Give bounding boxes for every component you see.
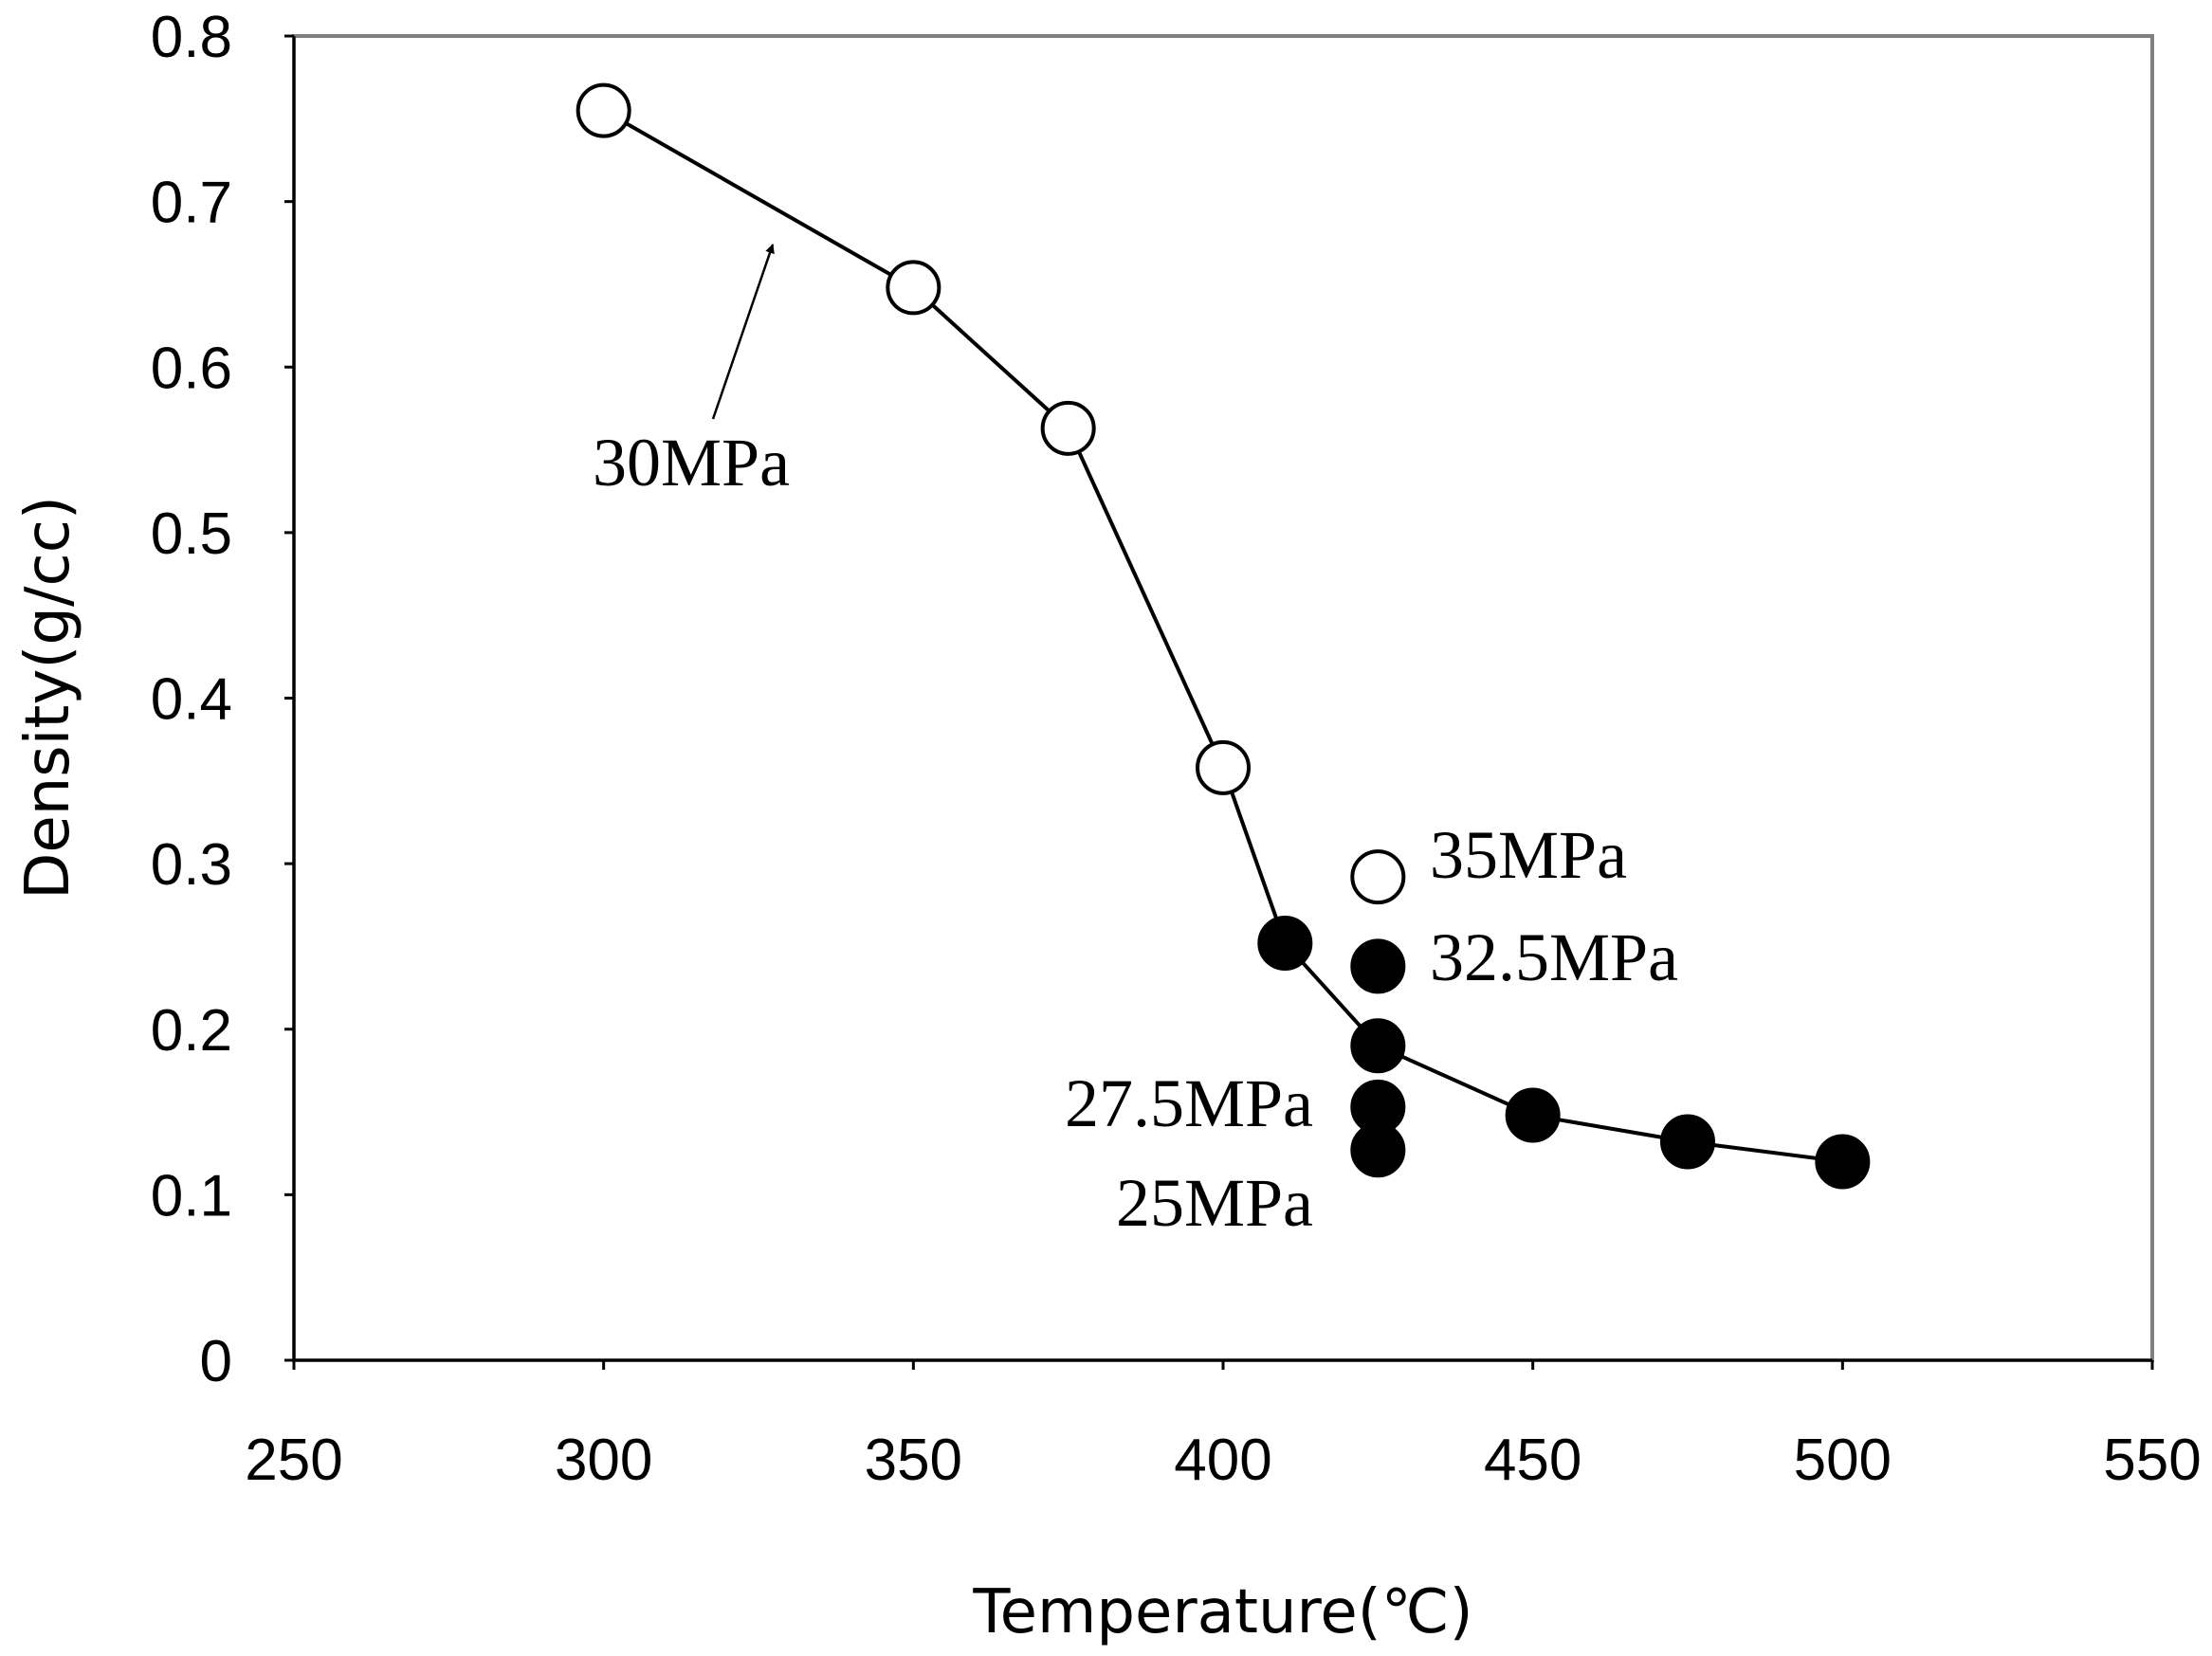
y-tick-label: 0.1 (151, 1163, 232, 1228)
open-data-point (576, 82, 631, 138)
filled-data-point (1350, 938, 1406, 994)
x-tick-label: 350 (865, 1428, 962, 1493)
filled-data-point (1660, 1114, 1715, 1170)
x-tick-label: 300 (555, 1428, 652, 1493)
open-data-point (1350, 849, 1406, 905)
y-tick-label: 0.3 (151, 832, 232, 898)
open-data-point (1040, 400, 1096, 456)
y-tick-label: 0.8 (151, 5, 232, 70)
y-tick-label: 0.5 (151, 501, 232, 567)
plot-frame (292, 34, 2154, 1362)
open-data-point (886, 260, 941, 316)
x-tick-label: 450 (1484, 1428, 1581, 1493)
annotation-arrow-30mpa (711, 244, 775, 420)
y-tick-label: 0.6 (151, 336, 232, 401)
y-tick-label: 0 (200, 1329, 232, 1394)
x-axis-title: Temperature(℃) (972, 1577, 1472, 1647)
series-points (576, 82, 1871, 1190)
y-axis-ticks: 0 0.1 0.2 0.3 0.4 0.5 0.6 0.7 0.8 (151, 5, 294, 1394)
filled-data-point (1257, 915, 1313, 971)
x-tick-label: 500 (1794, 1428, 1892, 1493)
y-tick-label: 0.2 (151, 998, 232, 1064)
annotation-27-5mpa: 27.5MPa (1065, 1065, 1313, 1141)
filled-data-point (1350, 1018, 1406, 1074)
y-tick-label: 0.7 (151, 171, 232, 236)
annotation-32-5mpa: 32.5MPa (1430, 919, 1678, 995)
filled-data-point (1350, 1122, 1406, 1178)
annotation-30mpa: 30MPa (593, 425, 790, 500)
x-tick-label: 550 (2103, 1428, 2201, 1493)
x-axis-ticks: 250 300 350 400 450 500 550 (245, 1360, 2202, 1493)
annotation-25mpa: 25MPa (1116, 1165, 1313, 1241)
annotation-35mpa: 35MPa (1430, 817, 1627, 893)
filled-data-point (1505, 1087, 1561, 1143)
open-data-point (1196, 739, 1251, 795)
y-tick-label: 0.4 (151, 667, 232, 733)
x-tick-label: 400 (1174, 1428, 1271, 1493)
y-axis-title: Density(g/cc) (13, 496, 83, 900)
filled-data-point (1815, 1134, 1871, 1190)
x-tick-label: 250 (245, 1428, 342, 1493)
